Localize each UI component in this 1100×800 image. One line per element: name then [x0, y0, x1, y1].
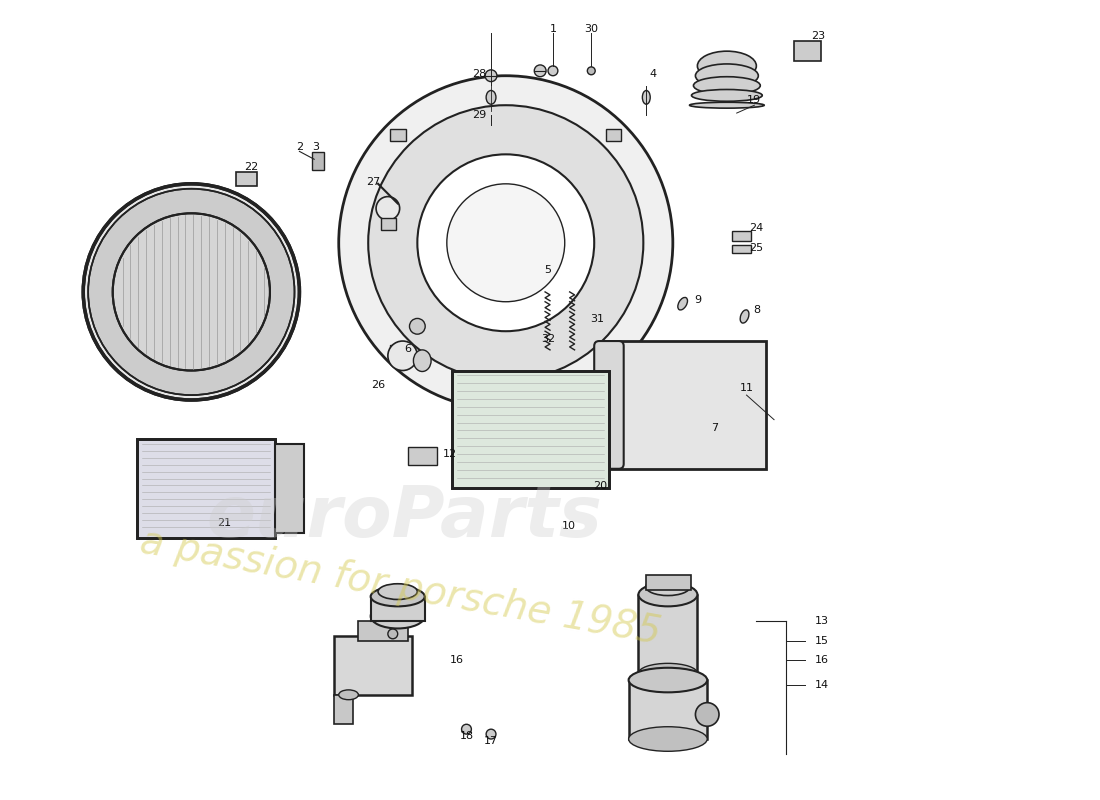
Ellipse shape: [690, 102, 764, 108]
Ellipse shape: [638, 663, 697, 683]
Bar: [275, 444, 305, 533]
Text: 10: 10: [562, 521, 575, 530]
Text: 19: 19: [747, 95, 761, 106]
Bar: [333, 636, 412, 694]
Ellipse shape: [371, 586, 425, 606]
Circle shape: [587, 67, 595, 74]
Circle shape: [548, 66, 558, 76]
Text: 7: 7: [712, 422, 718, 433]
Bar: [609, 341, 767, 469]
Ellipse shape: [646, 578, 690, 595]
Circle shape: [368, 106, 644, 380]
Bar: [390, 129, 406, 141]
Ellipse shape: [628, 726, 707, 751]
Circle shape: [447, 184, 564, 302]
Bar: [390, 345, 406, 356]
Bar: [235, 172, 257, 186]
Circle shape: [339, 76, 673, 410]
Ellipse shape: [740, 310, 749, 323]
Ellipse shape: [695, 64, 758, 87]
FancyBboxPatch shape: [594, 341, 624, 469]
Circle shape: [112, 214, 270, 370]
Bar: [138, 439, 275, 538]
Circle shape: [486, 729, 496, 739]
Circle shape: [84, 184, 299, 400]
Text: 9: 9: [694, 294, 701, 305]
Text: 14: 14: [815, 680, 829, 690]
Text: 16: 16: [815, 655, 829, 666]
Bar: [794, 42, 822, 61]
Circle shape: [388, 341, 417, 370]
Circle shape: [485, 70, 497, 82]
Ellipse shape: [371, 604, 425, 629]
Circle shape: [462, 724, 472, 734]
Text: 28: 28: [472, 69, 486, 78]
Text: 23: 23: [811, 31, 825, 42]
Text: 32: 32: [541, 334, 556, 344]
Circle shape: [388, 629, 398, 638]
Text: 24: 24: [749, 223, 763, 233]
Bar: [647, 575, 691, 590]
Text: a passion for porsche 1985: a passion for porsche 1985: [138, 522, 664, 651]
Bar: [452, 370, 609, 489]
Bar: [732, 231, 751, 241]
Ellipse shape: [642, 90, 650, 104]
Text: 27: 27: [366, 177, 381, 187]
Ellipse shape: [678, 298, 688, 310]
Bar: [407, 447, 437, 465]
Circle shape: [695, 702, 719, 726]
Circle shape: [409, 318, 426, 334]
Text: 3: 3: [312, 142, 320, 153]
Text: 26: 26: [371, 380, 385, 390]
Text: 29: 29: [472, 110, 486, 120]
Text: 2: 2: [296, 142, 303, 153]
Bar: [138, 439, 275, 538]
Ellipse shape: [628, 668, 707, 692]
Text: 13: 13: [815, 616, 829, 626]
Circle shape: [376, 197, 399, 220]
Text: 16: 16: [450, 655, 463, 666]
Text: 12: 12: [442, 449, 456, 459]
Bar: [371, 597, 426, 621]
Text: 5: 5: [544, 266, 551, 275]
Bar: [312, 152, 324, 170]
Bar: [452, 370, 609, 489]
Text: 21: 21: [217, 518, 231, 528]
Ellipse shape: [638, 582, 697, 606]
Bar: [606, 129, 621, 141]
Text: 1: 1: [549, 23, 557, 34]
Ellipse shape: [378, 584, 417, 599]
Ellipse shape: [693, 77, 760, 94]
Text: 18: 18: [460, 731, 473, 741]
Text: 15: 15: [815, 636, 829, 646]
Ellipse shape: [414, 350, 431, 371]
Text: 4: 4: [650, 69, 657, 78]
Text: 11: 11: [739, 383, 754, 394]
Circle shape: [88, 189, 295, 395]
Circle shape: [417, 154, 594, 331]
Text: euroParts: euroParts: [206, 483, 602, 553]
Text: 20: 20: [593, 482, 607, 491]
Circle shape: [535, 65, 546, 77]
Text: 30: 30: [584, 23, 598, 34]
Bar: [732, 245, 751, 253]
Ellipse shape: [697, 51, 757, 81]
Bar: [638, 594, 697, 673]
Text: 8: 8: [752, 305, 760, 314]
Ellipse shape: [339, 690, 359, 700]
Bar: [381, 218, 396, 230]
Bar: [359, 621, 407, 641]
Text: 22: 22: [244, 162, 258, 172]
Bar: [628, 680, 707, 739]
Text: 25: 25: [749, 242, 763, 253]
Ellipse shape: [486, 90, 496, 104]
Ellipse shape: [692, 90, 762, 102]
Bar: [333, 694, 353, 724]
Text: 17: 17: [484, 736, 498, 746]
Bar: [606, 345, 621, 356]
Text: 6: 6: [404, 344, 411, 354]
Text: 31: 31: [591, 314, 604, 325]
